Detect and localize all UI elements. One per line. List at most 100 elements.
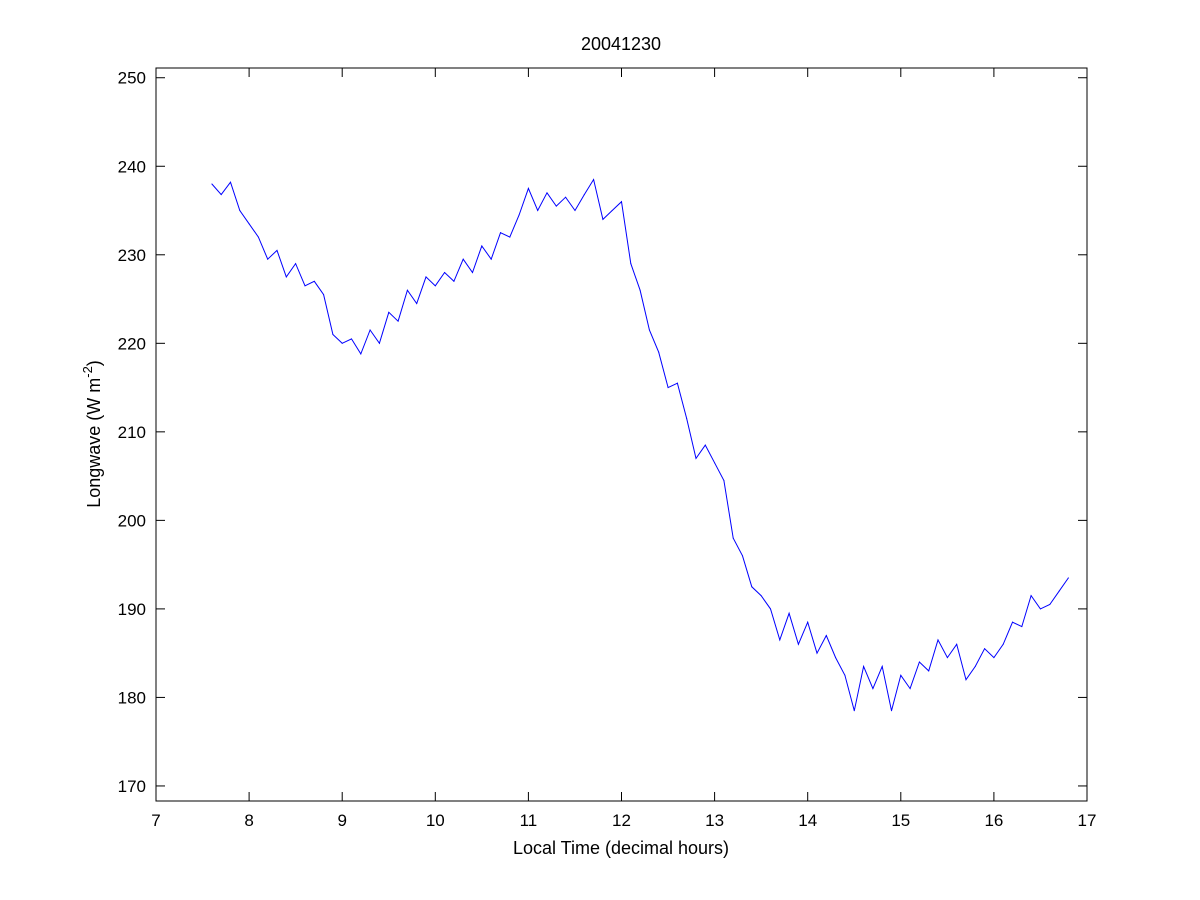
data-point <box>648 329 650 331</box>
x-tick-label: 17 <box>1078 811 1097 830</box>
data-point <box>444 271 446 273</box>
data-point <box>965 679 967 681</box>
data-point <box>890 710 892 712</box>
data-point <box>472 271 474 273</box>
plot-area <box>155 67 1088 802</box>
data-point <box>918 661 920 663</box>
data-point <box>825 634 827 636</box>
data-point <box>285 276 287 278</box>
series-group <box>211 178 1069 712</box>
data-point <box>1039 608 1041 610</box>
x-tick-label: 16 <box>984 811 1003 830</box>
x-tick-label: 14 <box>798 811 817 830</box>
data-point <box>909 688 911 690</box>
x-tick-label: 11 <box>520 811 538 830</box>
data-point <box>630 263 632 265</box>
data-point <box>341 342 343 344</box>
data-point <box>397 320 399 322</box>
data-point <box>928 670 930 672</box>
y-axis-label-end: ) <box>84 360 104 366</box>
y-tick-label: 180 <box>118 688 146 707</box>
data-point <box>667 387 669 389</box>
data-point <box>211 183 213 185</box>
data-point <box>621 201 622 203</box>
data-point <box>295 263 297 265</box>
y-tick-label: 220 <box>118 334 146 353</box>
data-point <box>723 480 725 482</box>
data-point <box>555 205 557 207</box>
data-point <box>332 333 334 335</box>
data-point <box>602 218 604 220</box>
data-point <box>220 194 222 196</box>
y-tick-label: 200 <box>118 511 146 530</box>
data-point <box>1049 603 1051 605</box>
data-point <box>527 187 529 189</box>
y-tick-label: 170 <box>118 777 146 796</box>
data-point <box>639 289 641 291</box>
data-point <box>993 657 995 659</box>
x-tick-label: 8 <box>244 811 253 830</box>
data-point <box>351 338 353 340</box>
data-point <box>406 289 408 291</box>
data-point <box>797 643 799 645</box>
data-point <box>760 595 762 597</box>
data-point <box>1021 626 1023 628</box>
data-point <box>974 665 976 667</box>
data-point <box>434 285 436 287</box>
data-point <box>1058 590 1060 592</box>
x-tick-label: 7 <box>151 811 160 830</box>
data-point <box>788 612 790 614</box>
x-tick-label: 12 <box>612 811 631 830</box>
y-axis-label-superscript: -2 <box>80 366 95 378</box>
data-point <box>946 657 948 659</box>
data-point <box>360 353 362 355</box>
data-point <box>509 236 511 238</box>
data-point <box>490 258 492 260</box>
x-tick-label: 15 <box>891 811 910 830</box>
data-point <box>900 674 902 676</box>
data-point <box>844 674 846 676</box>
y-tick-label: 240 <box>118 157 146 176</box>
y-tick-label: 230 <box>118 246 146 265</box>
x-axis-label: Local Time (decimal hours) <box>513 838 729 858</box>
data-point <box>1002 643 1004 645</box>
data-point <box>388 311 390 313</box>
data-point <box>369 329 371 331</box>
data-point <box>257 236 259 238</box>
data-point <box>816 652 818 654</box>
data-point <box>537 210 539 212</box>
x-tick-label: 13 <box>705 811 724 830</box>
data-point <box>676 382 678 384</box>
data-point <box>751 586 753 588</box>
y-axis: 170 180 190 200 210 220 230 240 250 <box>118 69 1087 796</box>
data-point <box>499 232 501 234</box>
data-point <box>239 210 241 212</box>
data-point <box>267 258 269 260</box>
data-point <box>481 245 483 247</box>
data-point <box>853 710 855 712</box>
y-axis-label: Longwave (W m-2) <box>80 360 104 508</box>
data-point <box>881 665 883 667</box>
data-point <box>276 249 278 251</box>
data-point <box>937 639 939 641</box>
data-point <box>984 648 986 650</box>
data-point <box>686 418 688 420</box>
x-tick-label: 9 <box>337 811 346 830</box>
data-point <box>1012 621 1014 623</box>
data-point <box>695 457 697 459</box>
data-point <box>807 621 809 623</box>
y-axis-label-main: Longwave (W m <box>84 378 104 508</box>
data-point <box>248 223 250 225</box>
data-point <box>1067 577 1069 579</box>
data-point <box>583 194 585 196</box>
y-tick-label: 250 <box>118 69 146 88</box>
data-point <box>956 643 958 645</box>
data-point <box>742 555 744 557</box>
data-point <box>611 210 613 212</box>
data-point <box>313 280 315 282</box>
data-point <box>658 351 660 353</box>
data-point <box>732 537 734 539</box>
data-point <box>769 608 771 610</box>
data-point <box>704 444 706 446</box>
data-point <box>593 179 595 181</box>
